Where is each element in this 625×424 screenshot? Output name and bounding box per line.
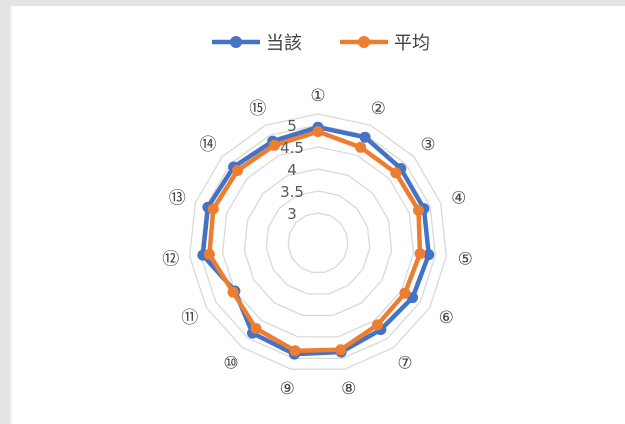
- data-point: [207, 203, 219, 215]
- series-line-1: [207, 129, 423, 353]
- data-point: [312, 126, 324, 138]
- data-point: [359, 131, 371, 143]
- category-label: ②: [371, 99, 386, 119]
- category-label: ⑤: [458, 250, 473, 270]
- grid-ring: [287, 212, 349, 273]
- data-point: [423, 249, 435, 261]
- data-point: [414, 248, 426, 260]
- tick-label: 3.5: [280, 183, 304, 201]
- category-label: ⑮: [249, 99, 266, 119]
- legend-label: 平均: [394, 33, 430, 54]
- category-label: ⑪: [181, 308, 198, 328]
- tick-label: 3: [287, 205, 297, 223]
- category-label: ⑥: [439, 308, 454, 328]
- category-labels: ① ② ③ ④ ⑤ ⑥ ⑦ ⑧ ⑨ ⑩ ⑪ ⑫ ⑬ ⑭ ⑮: [162, 86, 473, 399]
- data-point: [372, 319, 383, 331]
- radial-axis-ticks: 3 3.5 4 4.5 5: [280, 117, 304, 223]
- data-point: [289, 345, 301, 357]
- category-label: ⑧: [341, 379, 356, 399]
- data-point: [335, 344, 347, 356]
- data-point: [269, 139, 280, 151]
- data-point: [227, 286, 239, 298]
- radar-series: [197, 121, 435, 360]
- chart-legend: 当該 平均: [212, 33, 430, 54]
- tick-label: 4: [287, 161, 297, 179]
- category-label: ①: [310, 86, 325, 106]
- tick-label: 5: [287, 117, 297, 135]
- panel-left-border: [0, 0, 10, 424]
- panel-left-inner-border: [10, 6, 12, 424]
- category-label: ③: [420, 135, 435, 155]
- legend-swatch-marker: [358, 36, 370, 48]
- data-point: [250, 323, 262, 334]
- grid-ring: [221, 146, 415, 338]
- legend-swatch-marker: [230, 36, 242, 48]
- series-line-0: [200, 124, 432, 357]
- data-point: [413, 204, 424, 216]
- category-label: ⑩: [223, 354, 238, 374]
- grid-ring-outer: [189, 113, 447, 370]
- category-label: ⑫: [162, 250, 179, 270]
- data-point: [203, 248, 215, 260]
- legend-label: 当該: [266, 33, 302, 54]
- radar-grid: [189, 113, 447, 370]
- data-point: [232, 165, 243, 176]
- data-point: [399, 287, 411, 299]
- panel-top-border: [0, 0, 625, 6]
- category-label: ⑬: [169, 188, 186, 208]
- category-label: ⑭: [200, 135, 217, 155]
- data-point: [390, 167, 402, 179]
- category-label: ⑦: [397, 354, 412, 374]
- data-point: [355, 141, 367, 153]
- tick-label: 4.5: [280, 139, 304, 157]
- grid-ring: [243, 168, 393, 317]
- category-label: ④: [451, 188, 466, 208]
- grid-ring: [265, 190, 371, 295]
- grid-ring: [199, 124, 437, 360]
- category-label: ⑨: [280, 379, 295, 399]
